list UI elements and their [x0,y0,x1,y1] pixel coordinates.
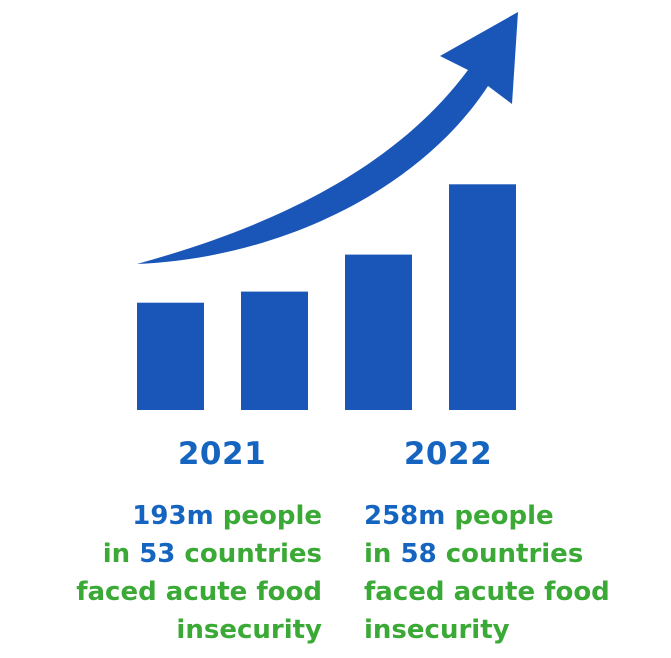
stat-2022: 258m people in 58 countries faced acute … [364,497,610,649]
bar-1 [137,302,204,410]
stat-2022-people-count: 258m [364,501,446,531]
bar-3 [345,254,412,410]
stat-2021-people-label: people [213,501,322,531]
stat-2022-line3: faced acute food [364,577,610,607]
stat-2022-countries-label: countries [436,539,584,569]
stat-2021-line1: 193m people [76,497,322,535]
bar-4 [449,184,516,410]
stat-2021-line2: in 53 countries [76,535,322,573]
stat-2021-in-label: in [102,539,140,569]
year-label-2022: 2022 [403,436,493,472]
trend-arrow [137,12,518,264]
stat-2022-country-count: 58 [400,539,437,569]
stat-2022-people-label: people [445,501,554,531]
stat-2021: 193m people in 53 countries faced acute … [76,497,322,649]
stat-2022-line2: in 58 countries [364,535,610,573]
stat-2021-countries-label: countries [175,539,322,569]
stat-2021-line3: faced acute food [76,577,322,607]
bar-chart [137,12,518,410]
bar-2 [241,291,308,410]
stat-2022-line4: insecurity [364,615,510,645]
stat-2022-line1: 258m people [364,497,610,535]
stat-2021-people-count: 193m [132,501,214,531]
stat-2021-line4: insecurity [176,615,322,645]
stat-2022-in-label: in [364,539,401,569]
stat-2021-country-count: 53 [139,539,176,569]
bars-group [137,184,516,410]
year-label-2021: 2021 [177,436,267,472]
